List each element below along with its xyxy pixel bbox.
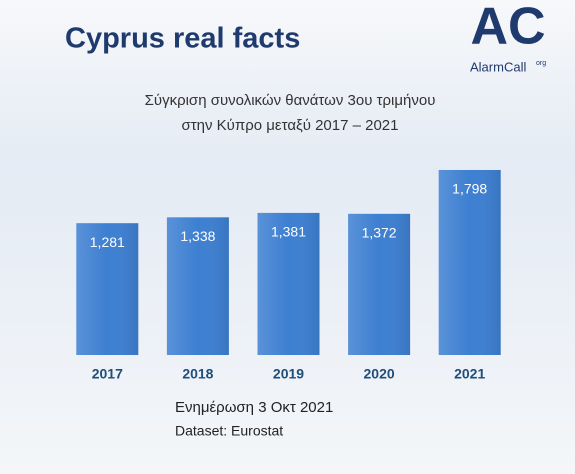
logo-mark: AC [470, 0, 545, 56]
x-tick-label: 2017 [92, 366, 123, 382]
x-tick-label: 2019 [273, 366, 304, 382]
value-label: 1,798 [452, 181, 487, 197]
logo-name: AlarmCall [470, 59, 526, 74]
value-label: 1,338 [180, 228, 215, 244]
chart-title: στην Κύπρο μεταξύ 2017 – 2021 [181, 117, 398, 134]
value-label: 1,281 [90, 234, 125, 250]
footer-update: Ενημέρωση 3 Οκτ 2021 [175, 399, 333, 416]
footer-dataset: Dataset: Eurostat [175, 423, 283, 439]
bar-shade [257, 212, 320, 355]
x-tick-label: 2020 [364, 366, 395, 382]
bar-shade [76, 223, 139, 355]
value-label: 1,372 [362, 225, 397, 241]
x-tick-label: 2021 [454, 366, 485, 382]
bar-shade [348, 213, 411, 355]
logo-suffix: org [536, 60, 546, 67]
x-tick-label: 2018 [182, 366, 213, 382]
value-label: 1,381 [271, 224, 306, 240]
chart-title: Σύγκριση συνολικών θανάτων 3ου τριμήνου [145, 92, 436, 109]
bar-shade [438, 170, 501, 355]
header-title: Cyprus real facts [65, 23, 300, 55]
bar-shade [166, 217, 229, 355]
